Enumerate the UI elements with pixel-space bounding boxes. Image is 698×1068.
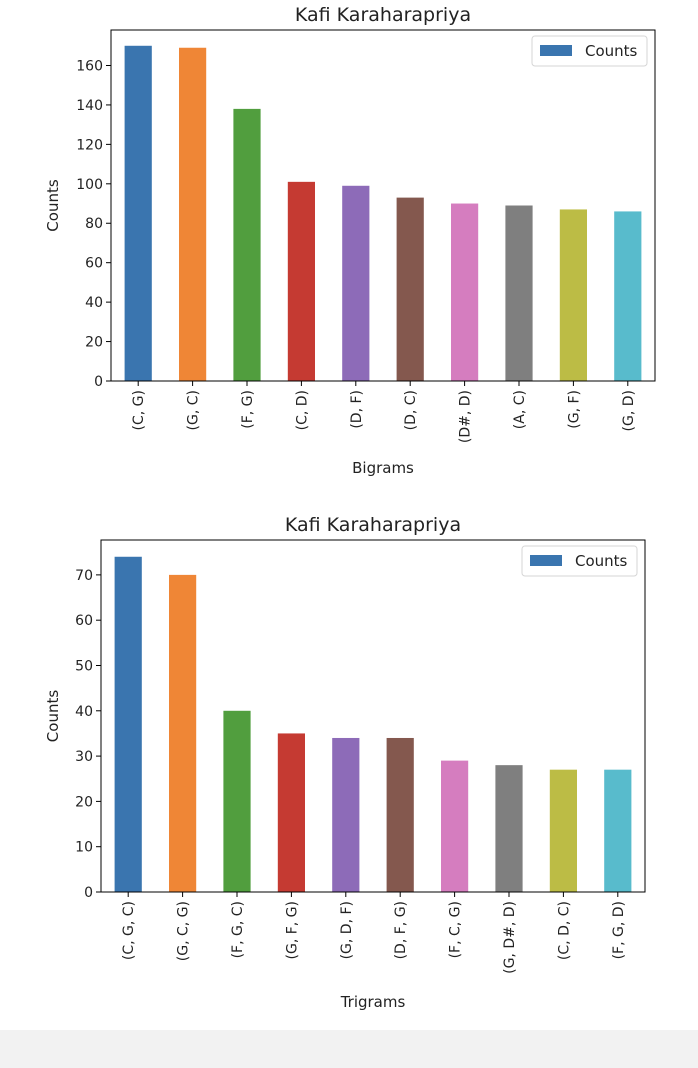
bar [233, 108, 261, 381]
y-tick-label: 140 [76, 98, 103, 114]
x-tick-label: (A, C) [512, 390, 528, 429]
bar [386, 737, 414, 892]
y-tick-label: 40 [85, 295, 103, 311]
bar [549, 769, 577, 892]
bar [114, 556, 142, 892]
plot-frame [110, 29, 656, 382]
trigram-bar-chart: 0 10 20 30 40 50 60 70 (C, G, C) (G, C, G) (F, G, … [44, 514, 646, 1011]
legend-box [531, 35, 648, 67]
y-tick-label: 0 [94, 374, 103, 390]
x-axis-label: Bigrams [352, 459, 414, 477]
y-tick-label: 20 [75, 794, 93, 810]
x-tick-label: (G, F) [566, 390, 582, 429]
y-tick-label: 30 [75, 749, 93, 765]
chart-title: Kafi Karaharapriya [295, 4, 471, 26]
legend-label: Counts [575, 552, 628, 570]
y-tick-label: 100 [76, 177, 103, 193]
bar [169, 574, 197, 892]
y-tick-label: 0 [84, 885, 93, 901]
y-tick-label: 20 [85, 335, 103, 351]
x-tick-label: (F, G) [240, 390, 256, 429]
bar [451, 203, 479, 381]
plot-frame [100, 539, 646, 893]
x-tick-label: (C, D, C) [556, 901, 572, 960]
y-axis-label: Counts [44, 690, 62, 743]
bar [559, 209, 587, 381]
x-tick-label: (D, F) [349, 390, 365, 429]
y-axis-label: Counts [44, 179, 62, 232]
x-tick-label: (G, D#, D) [502, 901, 518, 974]
x-tick-label: (G, D) [621, 390, 637, 431]
y-tick-label: 10 [75, 840, 93, 856]
bar [223, 710, 251, 892]
x-tick-label: (D, F, G) [393, 901, 409, 959]
bar [441, 760, 469, 892]
x-tick-label: (C, G) [131, 390, 147, 430]
y-tick-label: 40 [75, 704, 93, 720]
y-tick-label: 70 [75, 568, 93, 584]
x-tick-label: (F, G, C) [230, 901, 246, 958]
bar [614, 211, 642, 381]
x-tick-label: (F, G, D) [611, 901, 627, 959]
legend-box [521, 545, 638, 577]
legend-label: Counts [585, 42, 638, 60]
x-tick-label: (C, G, C) [121, 901, 137, 960]
x-tick-label: (G, F, G) [284, 901, 300, 959]
bar [277, 733, 305, 892]
bar [396, 197, 424, 381]
bar [332, 737, 360, 892]
bar [495, 765, 523, 892]
bar [505, 205, 533, 381]
x-tick-label: (D#, D) [458, 390, 474, 443]
y-tick-label: 120 [76, 137, 103, 153]
x-tick-label: (C, D) [294, 390, 310, 430]
bar [124, 45, 152, 381]
legend-swatch [540, 45, 572, 56]
x-axis-label: Trigrams [340, 993, 406, 1011]
chart-title: Kafi Karaharapriya [285, 514, 461, 536]
y-tick-label: 60 [85, 256, 103, 272]
x-tick-label: (D, C) [403, 390, 419, 430]
output-footer-band [0, 1030, 698, 1068]
x-tick-label: (F, C, G) [448, 901, 464, 958]
bar [179, 47, 207, 381]
y-tick-label: 160 [76, 58, 103, 74]
y-tick-label: 50 [75, 658, 93, 674]
bigram-bar-chart: 0 20 40 60 80 100 120 140 160 (C, G) (G, C) (F, G) (… [44, 4, 656, 477]
bar [287, 181, 315, 381]
bar [342, 185, 370, 381]
y-tick-label: 80 [85, 216, 103, 232]
x-tick-label: (G, C, G) [176, 901, 192, 961]
x-tick-label: (G, D, F) [339, 901, 355, 959]
bar [604, 769, 632, 892]
y-tick-label: 60 [75, 613, 93, 629]
x-tick-label: (G, C) [186, 390, 202, 430]
legend-swatch [530, 555, 562, 566]
